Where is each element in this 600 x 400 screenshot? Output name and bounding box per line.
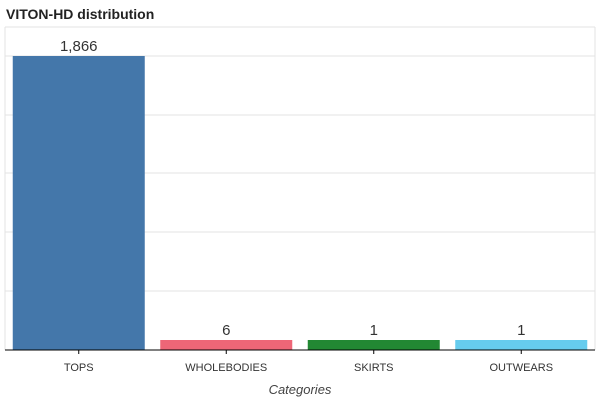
bar-wholebodies bbox=[160, 340, 293, 350]
value-labels: 1,866 6 1 1 bbox=[60, 38, 525, 339]
x-tick-label-skirts: SKIRTS bbox=[354, 362, 394, 374]
chart-title: VITON-HD distribution bbox=[6, 6, 155, 22]
bar-skirts bbox=[307, 340, 440, 350]
value-label-skirts: 1 bbox=[370, 322, 378, 339]
grid-lines bbox=[4, 26, 596, 350]
x-tick-label-tops: TOPS bbox=[64, 362, 94, 374]
x-axis-title: Categories bbox=[269, 382, 332, 397]
value-label-outwears: 1 bbox=[517, 322, 525, 339]
bar-tops bbox=[12, 56, 145, 350]
bars bbox=[12, 56, 588, 350]
x-tick-labels: TOPS WHOLEBODIES SKIRTS OUTWEARS bbox=[64, 350, 553, 374]
value-label-wholebodies: 6 bbox=[222, 322, 230, 339]
value-label-tops: 1,866 bbox=[60, 38, 98, 55]
bar-outwears bbox=[455, 340, 588, 350]
x-tick-label-outwears: OUTWEARS bbox=[489, 362, 553, 374]
x-tick-label-wholebodies: WHOLEBODIES bbox=[185, 362, 267, 374]
